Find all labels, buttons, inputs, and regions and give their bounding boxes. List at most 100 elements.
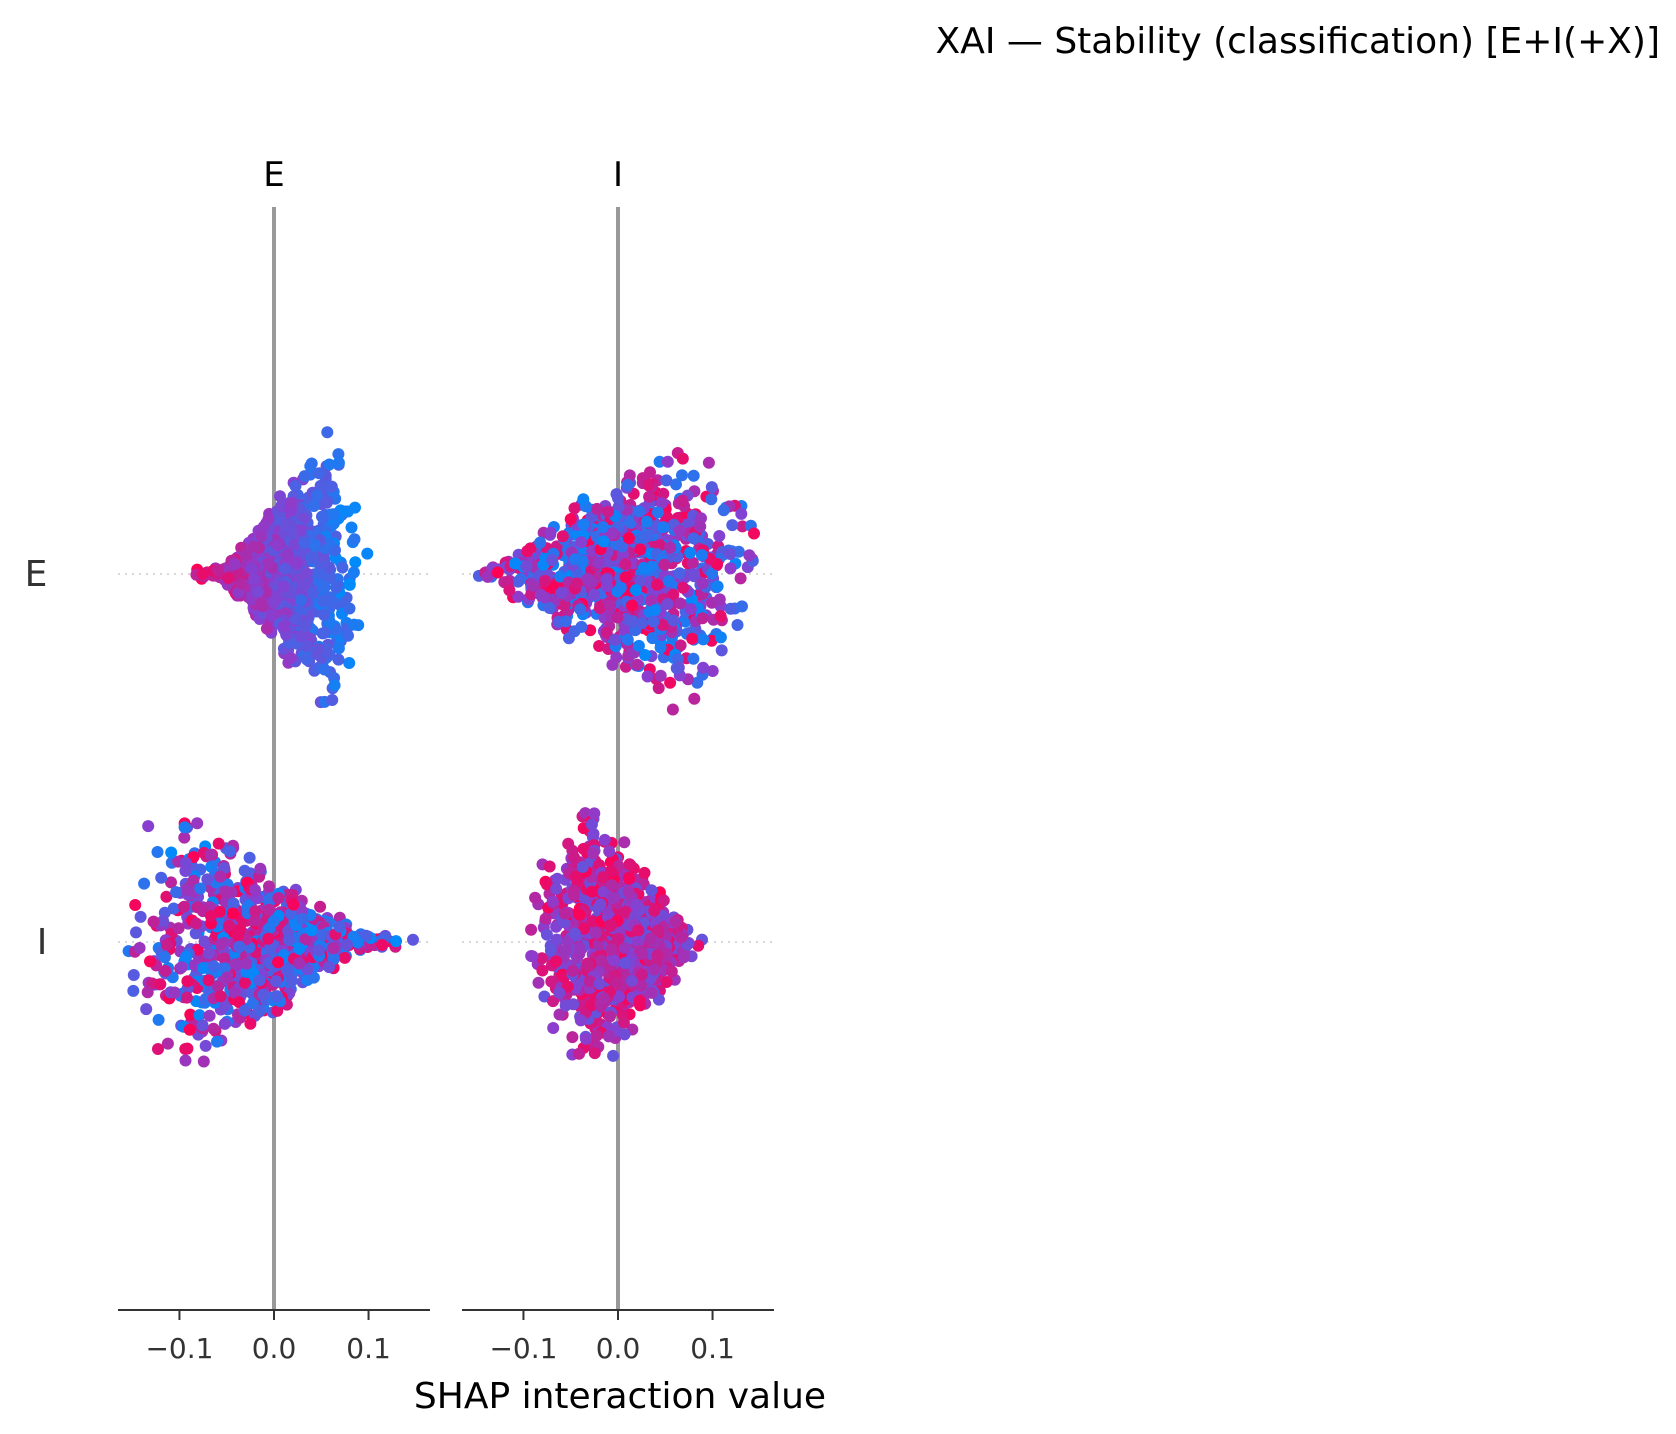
shap-point — [600, 626, 613, 639]
shap-point — [585, 818, 598, 831]
shap-point — [307, 971, 320, 984]
shap-point — [232, 567, 245, 579]
shap-point — [734, 572, 747, 585]
shap-point — [660, 976, 673, 988]
shap-point — [667, 588, 680, 601]
shap-point — [717, 504, 730, 517]
shap-point — [158, 951, 171, 964]
shap-point — [520, 560, 533, 573]
shap-point — [630, 584, 642, 597]
shap-point — [534, 536, 547, 549]
shap-point — [640, 515, 653, 528]
shap-point — [233, 996, 245, 1009]
shap-point — [575, 620, 588, 633]
shap-point — [300, 640, 313, 652]
shap-point — [238, 976, 251, 989]
shap-point — [194, 882, 207, 895]
shap-point — [603, 845, 616, 858]
shap-point — [679, 615, 692, 628]
shap-point — [289, 613, 302, 626]
shap-point — [634, 575, 647, 587]
shap-point — [608, 891, 621, 904]
shap-point — [657, 894, 670, 907]
shap-point — [724, 602, 737, 615]
shap-point — [578, 922, 591, 935]
shap-point — [307, 500, 320, 512]
panels-group: E −0.1 0.0 0.1 I −0.1 0.0 0.1 E I — [25, 155, 774, 1365]
shap-point — [559, 999, 572, 1012]
shap-point — [602, 1030, 615, 1043]
shap-point — [228, 986, 241, 999]
shap-point — [178, 831, 191, 844]
shap-point — [157, 915, 170, 927]
shap-point — [222, 572, 235, 585]
shap-point — [180, 991, 193, 1004]
shap-point — [262, 932, 275, 945]
shap-point — [222, 919, 235, 932]
shap-point — [588, 807, 601, 820]
shap-point — [512, 575, 525, 588]
shap-point — [605, 879, 618, 891]
shap-point — [593, 640, 606, 652]
shap-point — [618, 941, 631, 954]
shap-point — [175, 961, 188, 974]
shap-point — [621, 478, 634, 491]
shap-point — [332, 653, 345, 666]
shap-point — [144, 955, 156, 968]
shap-point — [655, 497, 668, 510]
shap-point — [218, 962, 231, 975]
shap-point — [332, 642, 345, 655]
shap-point — [673, 524, 686, 537]
shap-point — [199, 1039, 212, 1052]
shap-point — [614, 581, 627, 594]
shap-point — [314, 479, 327, 492]
shap-point — [284, 907, 297, 920]
shap-point — [336, 561, 349, 574]
shap-point — [207, 960, 220, 973]
shap-point — [622, 532, 635, 544]
shap-point — [202, 974, 215, 987]
row-label-i: I — [37, 922, 48, 963]
shap-point — [347, 566, 360, 579]
shap-point — [534, 588, 547, 601]
shap-point — [301, 963, 314, 976]
shap-point — [696, 612, 709, 625]
shap-point — [697, 661, 710, 674]
shap-point — [525, 923, 538, 936]
shap-point — [138, 877, 151, 890]
shap-point — [630, 898, 643, 911]
shap-point — [605, 943, 618, 956]
shap-point — [556, 530, 569, 543]
shap-point — [546, 581, 559, 594]
shap-point — [481, 570, 494, 583]
shap-point — [318, 663, 331, 676]
shap-point — [632, 936, 645, 948]
shap-point — [587, 847, 600, 860]
shap-point — [636, 948, 649, 960]
shap-point — [541, 878, 553, 891]
shap-point — [633, 505, 646, 518]
shap-point — [714, 610, 727, 622]
shap-point — [597, 871, 609, 884]
shap-point — [361, 547, 374, 560]
shap-point — [551, 872, 564, 885]
shap-point — [316, 595, 329, 608]
shap-point — [345, 521, 358, 534]
shap-point — [294, 594, 307, 607]
shap-point — [676, 452, 689, 465]
shap-point — [633, 994, 646, 1007]
shap-point — [674, 597, 687, 610]
shap-point — [536, 964, 549, 977]
shap-point — [588, 588, 601, 601]
shap-point — [724, 548, 737, 560]
shap-point — [546, 554, 559, 567]
shap-point — [667, 614, 680, 627]
shap-point — [566, 1031, 579, 1044]
shap-point — [265, 609, 278, 622]
shap-point — [285, 496, 298, 509]
shap-point — [544, 944, 557, 957]
shap-point — [249, 914, 261, 927]
shap-point — [657, 487, 670, 500]
shap-point — [204, 848, 217, 861]
shap-point — [323, 561, 336, 574]
